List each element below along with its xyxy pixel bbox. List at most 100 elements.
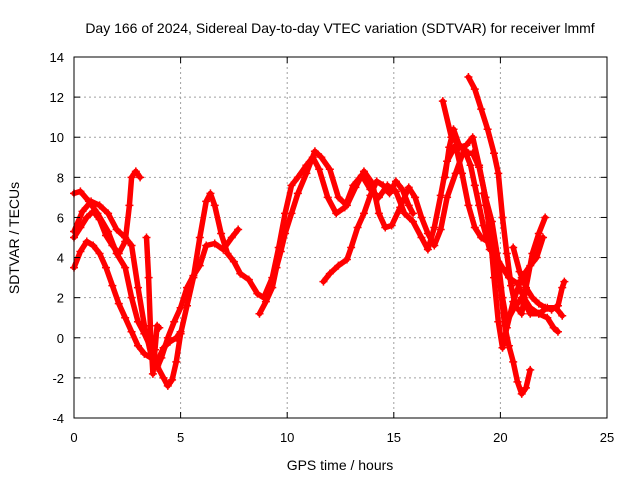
data-point-marker	[176, 303, 185, 312]
data-point-marker	[104, 209, 113, 218]
data-point-marker	[507, 281, 516, 290]
data-point-marker	[206, 189, 215, 198]
data-point-marker	[549, 323, 558, 332]
data-point-marker	[477, 105, 486, 114]
data-point-marker	[498, 343, 507, 352]
data-point-marker	[451, 169, 460, 178]
data-point-marker	[272, 263, 281, 272]
data-point-marker	[468, 149, 477, 158]
data-point-marker	[236, 269, 245, 278]
data-point-marker	[155, 323, 164, 332]
data-point-marker	[396, 203, 405, 212]
data-point-marker	[95, 201, 104, 210]
data-point-marker	[391, 177, 400, 186]
data-point-marker	[89, 241, 98, 250]
axis-layer: 0 5 10 15 20 25 -4 -2 0 2 4 6 8 10 12 14	[50, 50, 615, 445]
data-point-marker	[170, 317, 179, 326]
data-point-marker	[385, 189, 394, 198]
data-point-marker	[114, 249, 123, 258]
data-point-marker	[398, 185, 407, 194]
data-point-marker	[464, 201, 473, 210]
data-point-marker	[342, 255, 351, 264]
data-point-marker	[485, 223, 494, 232]
chart-title: Day 166 of 2024, Sidereal Day-to-day VTE…	[85, 20, 594, 36]
data-point-marker	[219, 245, 228, 254]
data-point-marker	[287, 181, 296, 190]
data-point-marker	[490, 149, 499, 158]
data-point-marker	[517, 273, 526, 282]
data-point-marker	[470, 223, 479, 232]
data-point-marker	[127, 293, 136, 302]
data-point-marker	[553, 301, 562, 310]
data-point-marker	[227, 233, 236, 242]
y-tick-label: 0	[57, 331, 64, 346]
data-point-marker	[78, 207, 87, 216]
data-point-marker	[82, 237, 91, 246]
data-point-marker	[515, 267, 524, 276]
data-point-marker	[253, 289, 262, 298]
data-point-marker	[127, 173, 136, 182]
data-point-marker	[541, 303, 550, 312]
data-point-marker	[468, 133, 477, 142]
data-point-marker	[502, 323, 511, 332]
data-point-marker	[268, 283, 277, 292]
data-point-marker	[148, 369, 157, 378]
data-point-marker	[121, 313, 130, 322]
data-point-marker	[142, 233, 151, 242]
data-point-marker	[293, 173, 302, 182]
data-point-marker	[176, 327, 185, 336]
data-point-marker	[483, 125, 492, 134]
data-point-marker	[558, 283, 567, 292]
y-tick-label: 10	[50, 130, 64, 145]
data-point-marker	[114, 299, 123, 308]
data-point-marker	[140, 321, 149, 330]
data-point-marker	[133, 283, 142, 292]
data-point-marker	[521, 283, 530, 292]
data-point-marker	[302, 169, 311, 178]
data-point-marker	[430, 223, 439, 232]
data-point-marker	[217, 229, 226, 238]
data-point-marker	[121, 263, 130, 272]
data-point-marker	[494, 317, 503, 326]
data-point-marker	[534, 309, 543, 318]
data-point-marker	[87, 197, 96, 206]
x-tick-label: 5	[177, 430, 184, 445]
data-point-marker	[261, 297, 270, 306]
data-point-marker	[517, 309, 526, 318]
data-point-marker	[479, 189, 488, 198]
data-point-marker	[168, 375, 177, 384]
data-point-marker	[558, 311, 567, 320]
data-point-marker	[417, 213, 426, 222]
data-point-marker	[504, 341, 513, 350]
data-point-marker	[144, 273, 153, 282]
data-point-marker	[76, 247, 85, 256]
data-point-marker	[445, 143, 454, 152]
data-point-marker	[133, 317, 142, 326]
data-point-marker	[447, 133, 456, 142]
data-point-marker	[526, 365, 535, 374]
data-point-marker	[526, 261, 535, 270]
data-point-marker	[440, 173, 449, 182]
data-point-marker	[319, 277, 328, 286]
data-point-marker	[498, 293, 507, 302]
data-point-marker	[526, 309, 535, 318]
data-point-marker	[466, 161, 475, 170]
data-point-marker	[202, 241, 211, 250]
data-point-marker	[374, 209, 383, 218]
data-point-marker	[131, 167, 140, 176]
data-point-marker	[315, 165, 324, 174]
y-tick-label: 4	[57, 251, 64, 266]
data-point-marker	[276, 247, 285, 256]
data-point-marker	[502, 249, 511, 258]
data-point-marker	[404, 183, 413, 192]
x-tick-label: 25	[600, 430, 614, 445]
data-point-marker	[342, 201, 351, 210]
data-point-marker	[379, 181, 388, 190]
data-point-marker	[455, 141, 464, 150]
data-point-marker	[210, 201, 219, 210]
data-point-marker	[534, 229, 543, 238]
data-point-marker	[475, 201, 484, 210]
data-point-marker	[293, 189, 302, 198]
x-tick-label: 0	[70, 430, 77, 445]
data-point-marker	[353, 223, 362, 232]
